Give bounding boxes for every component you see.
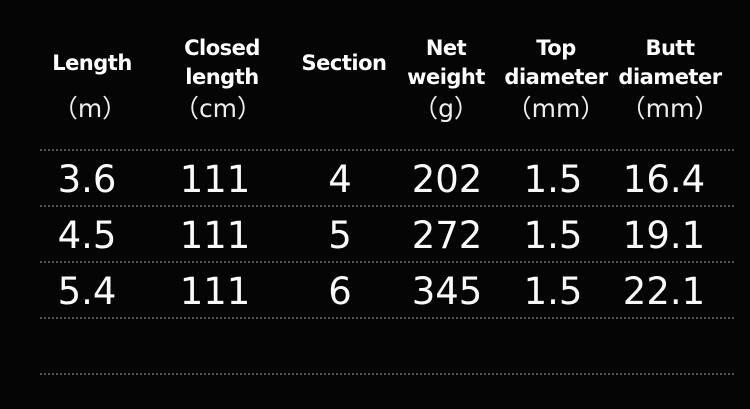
cell: 345 bbox=[411, 270, 483, 313]
header-text: weight bbox=[407, 65, 485, 89]
cell: 4 bbox=[328, 158, 352, 201]
cell: 111 bbox=[179, 270, 251, 313]
divider bbox=[40, 205, 734, 207]
divider bbox=[40, 149, 734, 151]
divider bbox=[40, 373, 734, 375]
cell: 3.6 bbox=[57, 158, 117, 201]
header-text: Butt bbox=[645, 36, 695, 60]
divider bbox=[40, 261, 734, 263]
cell: 1.5 bbox=[523, 270, 583, 313]
header-text: diameter bbox=[618, 65, 722, 89]
cell: 5 bbox=[328, 214, 352, 257]
header-text: Top bbox=[536, 36, 576, 60]
cell: 4.5 bbox=[57, 214, 117, 257]
header-text: Length bbox=[52, 51, 132, 75]
header-unit: （mm） bbox=[506, 94, 606, 123]
cell: 5.4 bbox=[57, 270, 117, 313]
cell: 16.4 bbox=[622, 158, 706, 201]
header-unit: （cm） bbox=[173, 94, 263, 123]
cell: 1.5 bbox=[523, 214, 583, 257]
header-text: Section bbox=[301, 51, 387, 75]
header-text: length bbox=[185, 65, 259, 89]
divider bbox=[40, 317, 734, 319]
header-text: Closed bbox=[184, 36, 260, 60]
header-unit: （m） bbox=[52, 94, 128, 123]
cell: 202 bbox=[411, 158, 483, 201]
cell: 6 bbox=[328, 270, 352, 313]
header-unit: （g） bbox=[413, 94, 479, 123]
header-text: Net bbox=[425, 36, 467, 60]
cell: 111 bbox=[179, 214, 251, 257]
cell: 1.5 bbox=[523, 158, 583, 201]
cell: 22.1 bbox=[622, 270, 706, 313]
header-text: diameter bbox=[504, 65, 608, 89]
cell: 19.1 bbox=[622, 214, 706, 257]
cell: 272 bbox=[411, 214, 483, 257]
cell: 111 bbox=[179, 158, 251, 201]
header-unit: （mm） bbox=[620, 94, 720, 123]
